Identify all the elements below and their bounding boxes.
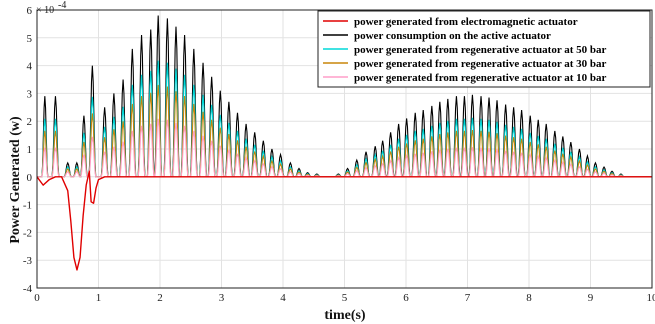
y-tick-label: 0 <box>27 172 33 184</box>
x-axis-label: time(s) <box>324 308 366 323</box>
x-tick-label: 3 <box>219 292 225 304</box>
legend-entry-label: power generated from regenerative actuat… <box>354 58 607 70</box>
y-tick-label: 3 <box>27 88 33 100</box>
plot-frame <box>36 9 653 289</box>
x-tick-label: 5 <box>342 292 348 304</box>
y-exponent-base: × 10 <box>36 5 54 16</box>
x-tick-label: 4 <box>280 292 286 304</box>
y-tick-label: -4 <box>23 283 33 295</box>
series-line-0 <box>36 170 652 271</box>
x-tick-label: 7 <box>465 292 471 304</box>
x-tick-label: 6 <box>403 292 409 304</box>
x-tick-label: 0 <box>34 292 40 304</box>
y-tick-label: 2 <box>27 116 33 128</box>
legend-box <box>317 10 651 88</box>
legend: power generated from electromagnetic act… <box>317 10 651 88</box>
x-tick-label: 9 <box>588 292 594 304</box>
y-tick-label: 6 <box>27 5 33 17</box>
y-exponent-power: -4 <box>58 0 66 11</box>
x-tick-labels: 0 1 2 3 4 5 6 7 8 9 10 <box>34 292 655 304</box>
legend-entry-label: power consumption on the active actuator <box>354 30 551 42</box>
y-tick-label: -3 <box>23 255 33 267</box>
y-tick-label: -1 <box>23 200 32 212</box>
x-tick-label: 8 <box>526 292 532 304</box>
y-tick-label: 4 <box>27 61 33 73</box>
series-layer <box>36 15 652 271</box>
y-tick-label: 1 <box>27 144 33 156</box>
y-tick-label: -2 <box>23 227 32 239</box>
legend-entry-label: power generated from electromagnetic act… <box>354 16 578 28</box>
y-tick-label: 5 <box>27 33 33 45</box>
y-axis-label: Power Generated (w) <box>8 116 23 244</box>
legend-entry-label: power generated from regenerative actuat… <box>354 44 607 56</box>
x-tick-label: 10 <box>647 292 655 304</box>
x-tick-label: 1 <box>96 292 102 304</box>
y-tick-labels: -4 -3 -2 -1 0 1 2 3 4 5 6 <box>23 5 33 295</box>
legend-entry-label: power generated from regenerative actuat… <box>354 72 607 84</box>
x-tick-label: 2 <box>157 292 163 304</box>
